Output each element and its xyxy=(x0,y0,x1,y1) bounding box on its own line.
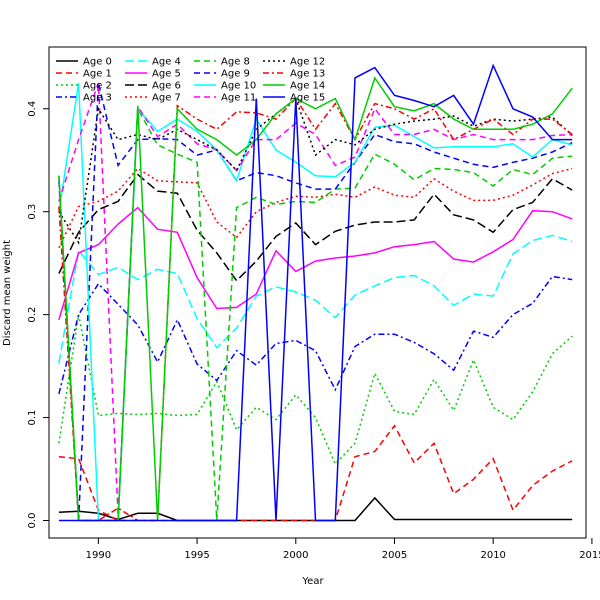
x-tick-label: 2010 xyxy=(480,550,505,561)
legend-label: Age 6 xyxy=(152,81,181,92)
legend-label: Age 8 xyxy=(221,57,250,68)
legend-label: Age 4 xyxy=(152,57,181,68)
legend-item: Age 0 xyxy=(56,57,112,68)
legend-label: Age 7 xyxy=(152,93,181,104)
legend-label: Age 11 xyxy=(221,93,256,104)
legend-item: Age 13 xyxy=(263,69,325,80)
legend-label: Age 3 xyxy=(83,93,112,104)
y-tick-label: 0.4 xyxy=(27,101,38,117)
legend-label: Age 9 xyxy=(221,69,250,80)
series-line-age-5 xyxy=(58,206,573,321)
legend-item: Age 3 xyxy=(56,93,112,104)
series-line-age-8 xyxy=(58,106,573,522)
series-line-age-14 xyxy=(58,76,573,522)
y-tick-label: 0.0 xyxy=(27,513,38,529)
legend-label: Age 2 xyxy=(83,81,112,92)
legend-item: Age 5 xyxy=(125,69,181,80)
x-tick-label: 1995 xyxy=(184,550,209,561)
legend-label: Age 10 xyxy=(221,81,256,92)
legend-item: Age 1 xyxy=(56,69,112,80)
x-axis-label: Year xyxy=(301,576,324,587)
legend-item: Age 10 xyxy=(194,81,256,92)
axes: 1990 1995 2000 2005 2010 2015 0.0 0.1 0.2 0.3 0.4 xyxy=(27,101,600,561)
series-line-age-2 xyxy=(58,314,573,466)
legend-item: Age 12 xyxy=(263,57,325,68)
series-line-age-6 xyxy=(58,173,573,282)
series-line-age-9 xyxy=(58,82,573,521)
legend-item: Age 15 xyxy=(263,93,325,104)
legend-item: Age 4 xyxy=(125,57,181,68)
legend-item: Age 9 xyxy=(194,69,250,80)
x-tick-label: 2005 xyxy=(382,550,407,561)
y-axis-label: Discard mean weight xyxy=(2,240,13,346)
series-layer xyxy=(58,63,573,522)
series-line-age-3 xyxy=(58,275,573,395)
plot-frame xyxy=(48,46,587,539)
y-tick-label: 0.1 xyxy=(27,410,38,426)
legend-item: Age 8 xyxy=(194,57,250,68)
legend-item: Age 14 xyxy=(263,81,325,92)
series-line-age-10 xyxy=(58,82,573,522)
y-tick-label: 0.3 xyxy=(27,204,38,220)
y-tick-label: 0.2 xyxy=(27,307,38,323)
legend-label: Age 14 xyxy=(290,81,325,92)
legend-label: Age 1 xyxy=(83,69,112,80)
legend-item: Age 7 xyxy=(125,93,181,104)
legend-item: Age 2 xyxy=(56,81,112,92)
legend-label: Age 0 xyxy=(83,57,112,68)
legend-label: Age 15 xyxy=(290,93,325,104)
legend-item: Age 6 xyxy=(125,81,181,92)
legend-item: Age 11 xyxy=(194,93,256,104)
series-line-age-7 xyxy=(58,167,573,249)
series-line-age-12 xyxy=(58,97,573,245)
legend-label: Age 13 xyxy=(290,69,325,80)
series-line-age-4 xyxy=(58,234,573,364)
legend-label: Age 12 xyxy=(290,57,325,68)
x-tick-label: 1990 xyxy=(86,550,111,561)
legend-label: Age 5 xyxy=(152,69,181,80)
x-tick-label: 2000 xyxy=(283,550,308,561)
series-line-age-15 xyxy=(58,63,573,522)
x-tick-label: 2015 xyxy=(579,550,600,561)
